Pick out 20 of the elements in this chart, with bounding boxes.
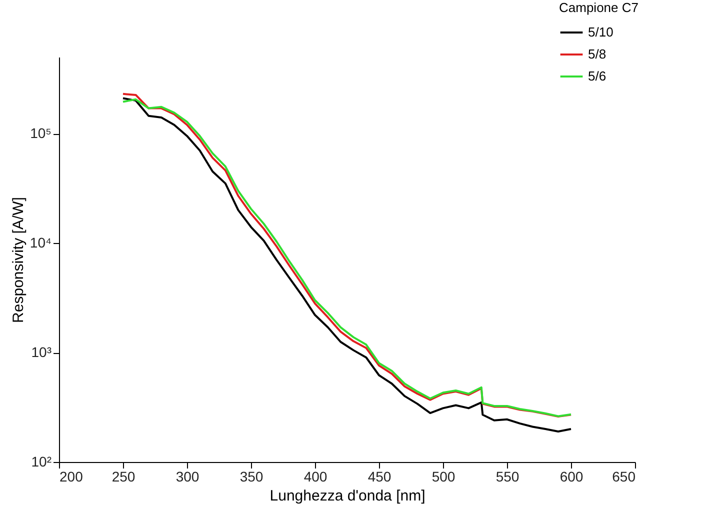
x-tick-label: 550 [496,468,520,484]
x-tick-label: 200 [60,468,84,484]
y-tick-label: 10³ [31,344,52,360]
legend-label: 5/10 [588,24,614,40]
x-tick-label: 400 [304,468,328,484]
x-axis-title: Lunghezza d'onda [nm] [270,488,426,504]
y-axis-title: Responsivity [A/W] [10,197,27,323]
x-tick-label: 250 [112,468,136,484]
x-tick-label: 500 [432,468,456,484]
y-tick-label: 10² [31,454,52,470]
legend-label: 5/8 [588,46,606,62]
y-tick-label: 10⁵ [30,125,52,142]
x-tick-label: 450 [368,468,392,484]
x-tick-label: 600 [560,468,584,484]
x-tick-label: 300 [176,468,200,484]
y-tick-label: 10⁴ [30,234,52,251]
legend-label: 5/6 [588,68,606,84]
x-tick-label: 350 [240,468,264,484]
legend-title: Campione C7 [559,0,638,15]
x-tick-label: 650 [612,468,636,484]
